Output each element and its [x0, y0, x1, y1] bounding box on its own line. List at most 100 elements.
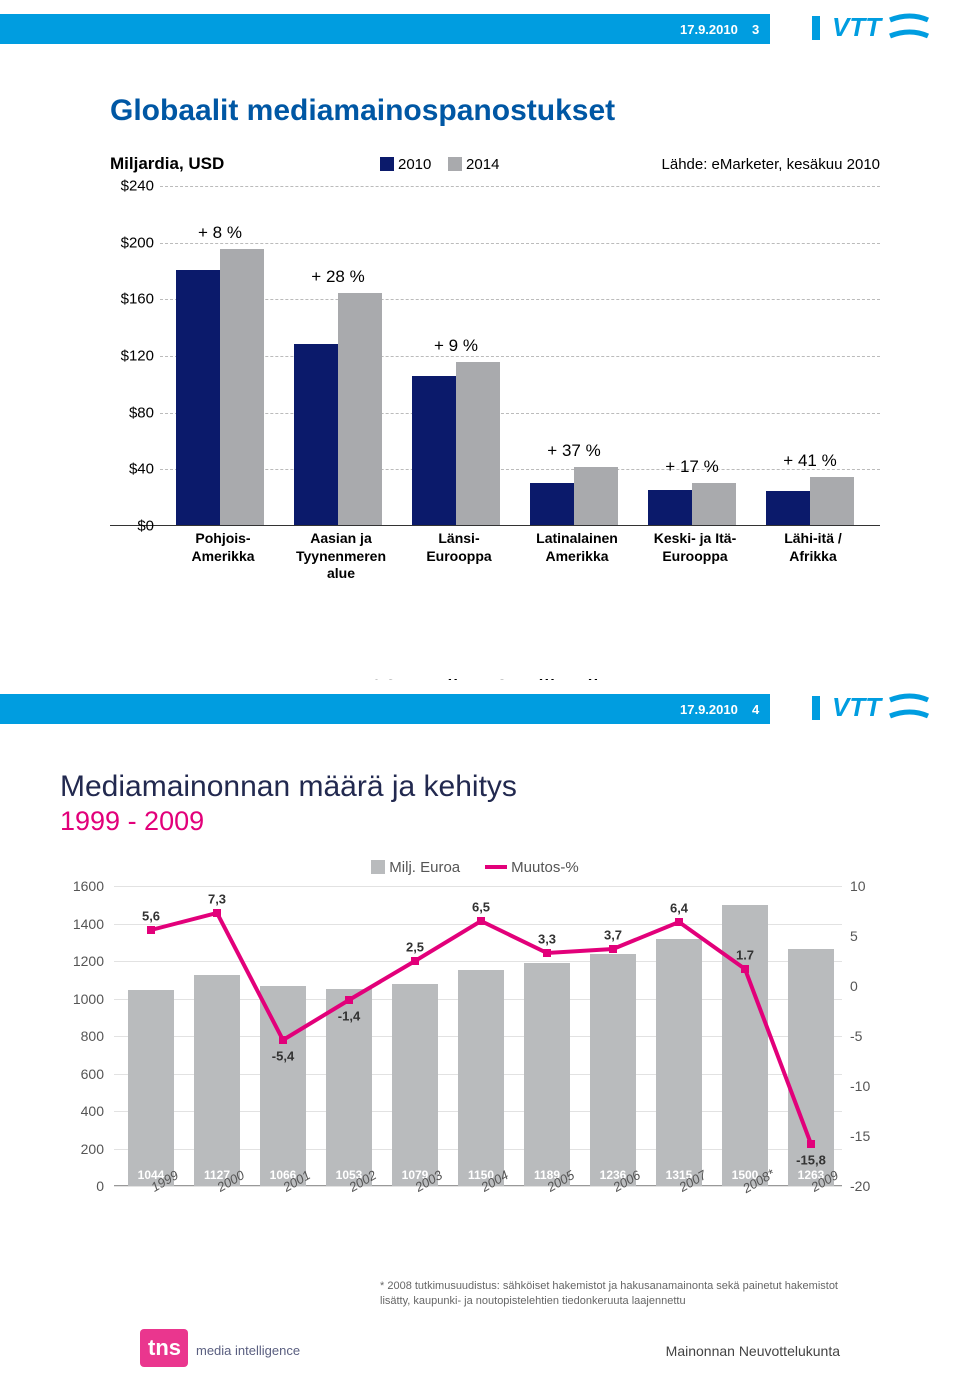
line-value-label: 3,3 [538, 932, 556, 947]
y-axis-label: $120 [110, 348, 154, 365]
tns-logo: tns media intelligence [140, 1325, 320, 1376]
chart2-legend: Milj. Euroa Muutos-% [60, 859, 890, 876]
vtt-logo: VTT [812, 686, 932, 735]
bar-2010 [648, 490, 692, 525]
category-label: Lähi-itä /Afrikka [758, 530, 868, 565]
growth-label: + 28 % [311, 267, 364, 287]
y-right-label: -10 [850, 1078, 890, 1094]
line-value-label: -1,4 [338, 1009, 360, 1024]
chart1-plot: $0$40$80$120$160$200$240+ 8 %Pohjois-Ame… [110, 186, 880, 526]
header-date: 17.9.2010 [680, 22, 738, 37]
y-left-label: 1400 [60, 916, 104, 932]
y-axis-label: $240 [110, 178, 154, 195]
y-right-label: 5 [850, 928, 890, 944]
bar [458, 970, 504, 1186]
chart1: Miljardia, USD 2010 2014 Lähde: eMarkete… [110, 154, 880, 584]
line-value-label: 2,5 [406, 940, 424, 955]
gridline [160, 299, 880, 300]
y-left-label: 800 [60, 1028, 104, 1044]
line-value-label: -15,8 [796, 1153, 826, 1168]
y-left-label: 400 [60, 1103, 104, 1119]
chart1-source: Lähde: eMarketer, kesäkuu 2010 [662, 156, 880, 173]
gridline [160, 186, 880, 187]
bar-2010 [294, 344, 338, 525]
legend-swatch-bar [371, 860, 385, 874]
chart2: Milj. Euroa Muutos-% 0200400600800100012… [60, 859, 890, 1259]
header-page: 3 [752, 22, 759, 37]
bar [128, 990, 174, 1186]
y-left-label: 200 [60, 1141, 104, 1157]
bar-2014 [456, 362, 500, 525]
slide2-body: Mediamainonnan määrä ja kehitys 1999 - 2… [0, 736, 960, 1379]
line-value-label: 6,4 [670, 901, 688, 916]
bar-2014 [692, 483, 736, 526]
chart1-legend: 2010 2014 [380, 156, 499, 173]
line-value-label: 1.7 [736, 948, 754, 963]
y-left-label: 1000 [60, 991, 104, 1007]
bar-2014 [810, 477, 854, 525]
y-left-label: 0 [60, 1178, 104, 1194]
bar [524, 963, 570, 1186]
bar [788, 949, 834, 1186]
category-label: LatinalainenAmerikka [522, 530, 632, 565]
gridline [160, 469, 880, 470]
bar-2010 [766, 491, 810, 525]
line-value-label: -5,4 [272, 1049, 294, 1064]
slide-2: 17.9.2010 4 VTT Mediamainonnan määrä ja … [0, 680, 960, 1370]
growth-label: + 17 % [665, 457, 718, 477]
line-value-label: 5,6 [142, 909, 160, 924]
y-right-label: -20 [850, 1178, 890, 1194]
legend-2010: 2010 [398, 156, 431, 173]
bar-2014 [574, 467, 618, 525]
category-label: Länsi-Eurooppa [404, 530, 514, 565]
slide1-header: 17.9.2010 3 VTT [0, 0, 960, 56]
y-right-label: -5 [850, 1028, 890, 1044]
y-right-label: 10 [850, 878, 890, 894]
chart1-subtitle: Miljardia, USD [110, 154, 224, 173]
line-value-label: 3,7 [604, 928, 622, 943]
svg-text:VTT: VTT [832, 12, 883, 42]
category-label: Keski- ja Itä-Eurooppa [640, 530, 750, 565]
header-stripe [0, 694, 770, 724]
y-axis-label: $80 [110, 404, 154, 421]
bar [260, 986, 306, 1186]
footer-right-text: Mainonnan Neuvottelukunta [666, 1343, 840, 1359]
y-axis-label: $40 [110, 461, 154, 478]
slide2-title-line2: 1999 - 2009 [60, 806, 900, 837]
bar [392, 984, 438, 1186]
line-value-label: 6,5 [472, 900, 490, 915]
y-right-label: 0 [850, 978, 890, 994]
vtt-logo: VTT [812, 6, 932, 55]
y-left-label: 1600 [60, 878, 104, 894]
growth-label: + 37 % [547, 441, 600, 461]
y-axis-label: $0 [110, 518, 154, 535]
gridline [160, 356, 880, 357]
header-stripe [0, 14, 770, 44]
header-date: 17.9.2010 [680, 702, 738, 717]
y-axis-label: $160 [110, 291, 154, 308]
gridline [160, 413, 880, 414]
bar-2010 [176, 270, 220, 525]
y-axis-label: $200 [110, 234, 154, 251]
legend-line: Muutos-% [511, 859, 579, 876]
gridline [160, 243, 880, 244]
bar-2014 [220, 249, 264, 525]
gridline [114, 886, 842, 887]
header-page: 4 [752, 702, 759, 717]
legend-swatch-2010 [380, 157, 394, 171]
bar [590, 954, 636, 1186]
svg-text:tns: tns [148, 1335, 181, 1360]
category-label: Pohjois-Amerikka [168, 530, 278, 565]
slide2-title-line1: Mediamainonnan määrä ja kehitys [60, 770, 900, 804]
legend-swatch-line [485, 865, 507, 869]
legend-bar: Milj. Euroa [389, 859, 460, 876]
line-value-label: 7,3 [208, 892, 226, 907]
category-label: Aasian jaTyynenmerenalue [286, 530, 396, 583]
legend-swatch-2014 [448, 157, 462, 171]
bar-2014 [338, 293, 382, 525]
growth-label: + 8 % [198, 223, 242, 243]
chart2-plot: 02004006008001000120014001600-20-15-10-5… [60, 886, 890, 1186]
legend-2014: 2014 [466, 156, 499, 173]
slide-1: 17.9.2010 3 VTT Globaalit mediamainospan… [0, 0, 960, 680]
growth-label: + 41 % [783, 451, 836, 471]
